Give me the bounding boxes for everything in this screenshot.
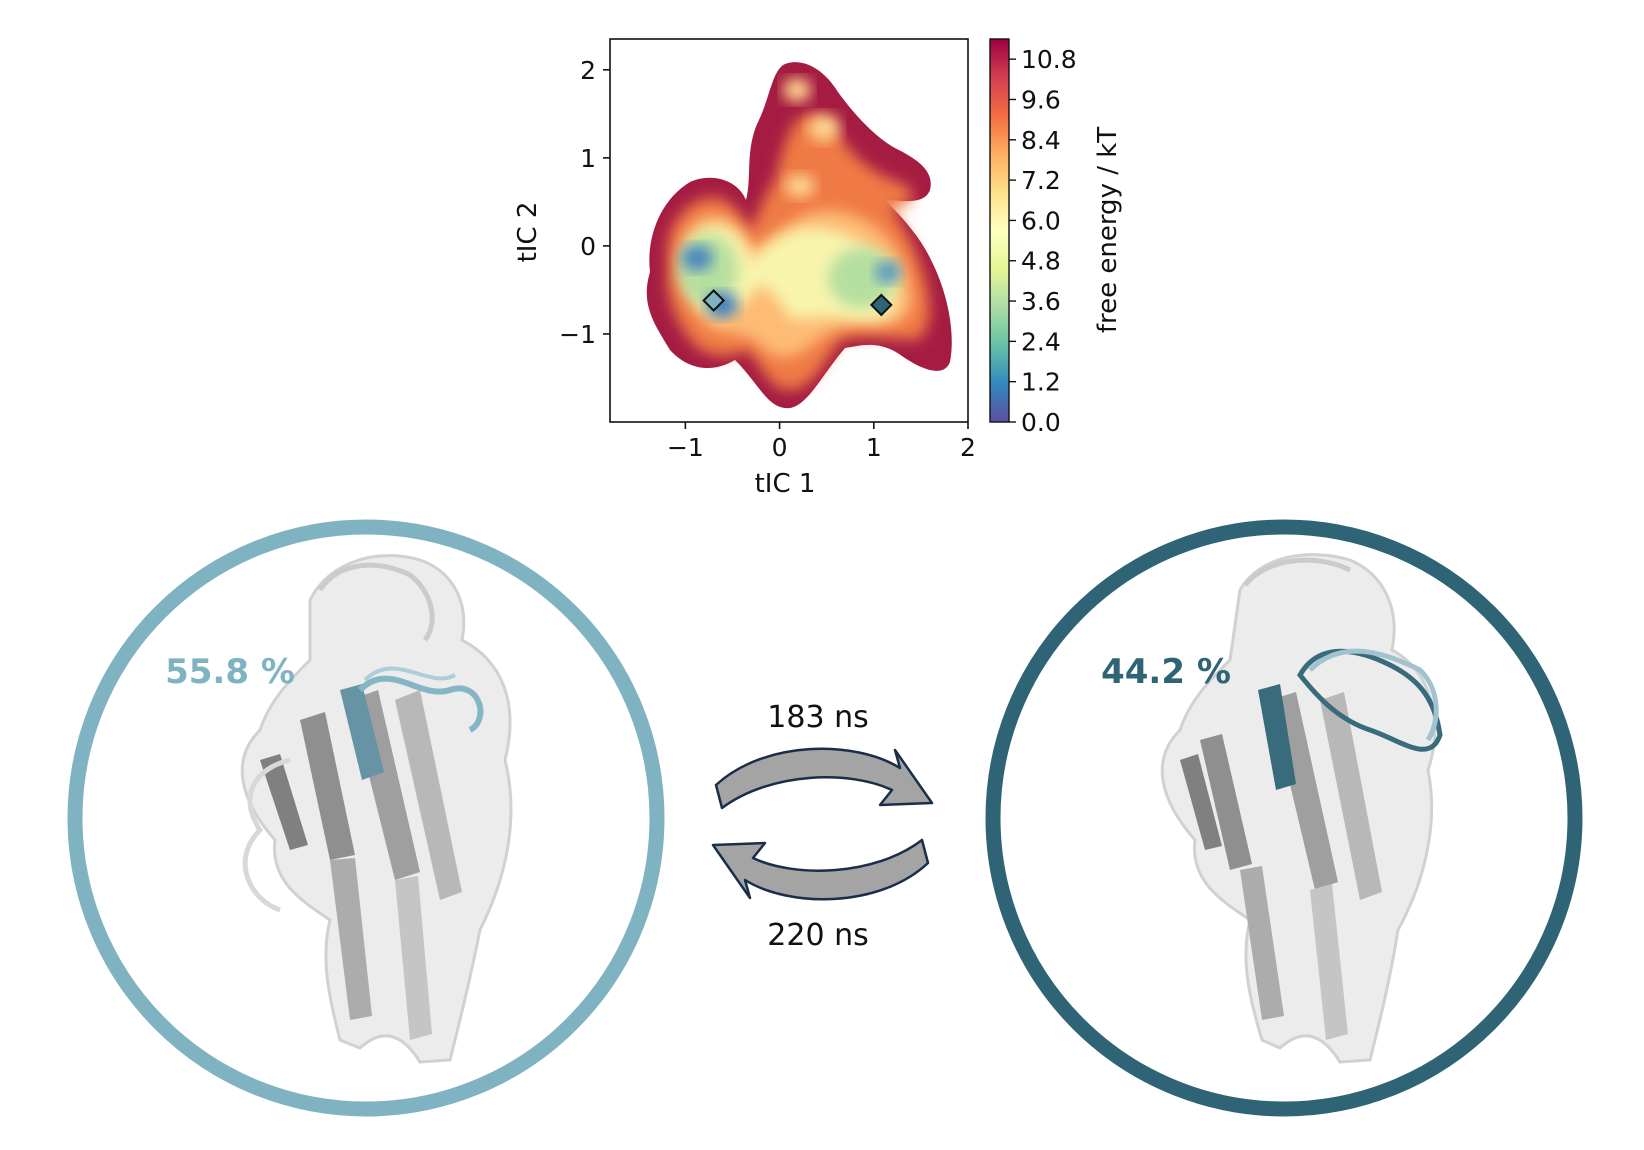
state-2-population: 44.2 % <box>1101 652 1231 692</box>
colorbar-gradient <box>989 38 1010 423</box>
colorbar-tick-label: 3.6 <box>1021 287 1061 316</box>
colorbar-tick-label: 6.0 <box>1021 206 1061 235</box>
axis-layer: −1 0 1 2 2 1 0 −1 <box>559 56 976 462</box>
y-tick-label: −1 <box>559 320 596 349</box>
state-2-panel: 44.2 % <box>985 519 1583 1117</box>
colorbar-tick-label: 4.8 <box>1021 247 1061 276</box>
colorbar-tick-label: 0.0 <box>1021 408 1061 437</box>
colorbar-tick-label: 9.6 <box>1021 85 1061 114</box>
state-2-protein-image <box>1160 553 1443 1064</box>
fe-local-min-a <box>783 78 811 102</box>
fe-local-min-b <box>808 114 840 142</box>
state-1-marker <box>702 289 726 312</box>
state-1-protein-image <box>240 554 513 1064</box>
backward-rate-label: 220 ns <box>767 918 868 953</box>
fe-basin-right-outer <box>828 248 896 308</box>
x-tick-label: −1 <box>667 433 704 462</box>
forward-rate-label: 183 ns <box>767 700 868 735</box>
colorbar-label: free energy / kT <box>1093 127 1123 333</box>
state-1-panel: 55.8 % <box>67 519 665 1117</box>
x-axis-title: tIC 1 <box>755 469 816 499</box>
backward-arrow <box>711 838 930 901</box>
x-tick-label: 1 <box>866 433 882 462</box>
colorbar-tick-label: 1.2 <box>1021 368 1061 397</box>
plot-frame <box>609 38 969 423</box>
heatmap-surface <box>646 62 952 409</box>
colorbar-tick-label: 10.8 <box>1021 45 1077 74</box>
colorbar-ticks: 10.8 9.6 8.4 7.2 6.0 4.8 3.6 2.4 1.2 0.0 <box>1009 45 1077 437</box>
y-tick-label: 0 <box>580 232 596 261</box>
y-axis-title: tIC 2 <box>513 202 543 263</box>
free-energy-plot: −1 0 1 2 2 1 0 −1 tIC 1 tIC 2 <box>513 38 976 499</box>
colorbar-tick-label: 7.2 <box>1021 166 1061 195</box>
y-tick-label: 2 <box>580 56 596 85</box>
forward-arrow <box>714 747 934 810</box>
fe-minimum-left-a <box>681 245 713 271</box>
fe-local-min-c <box>785 174 815 198</box>
state-1-population: 55.8 % <box>165 652 295 692</box>
colorbar-tick-label: 2.4 <box>1021 327 1061 356</box>
state-markers <box>702 289 893 317</box>
colorbar: 10.8 9.6 8.4 7.2 6.0 4.8 3.6 2.4 1.2 0.0 free ene… <box>989 38 1123 437</box>
transition-arrows: 183 ns 220 ns <box>711 700 934 953</box>
x-tick-label: 0 <box>772 433 788 462</box>
colorbar-tick-label: 8.4 <box>1021 126 1061 155</box>
y-tick-label: 1 <box>580 144 596 173</box>
x-tick-label: 2 <box>960 433 976 462</box>
fe-minimum-right <box>875 261 901 283</box>
state-2-marker <box>869 293 893 317</box>
